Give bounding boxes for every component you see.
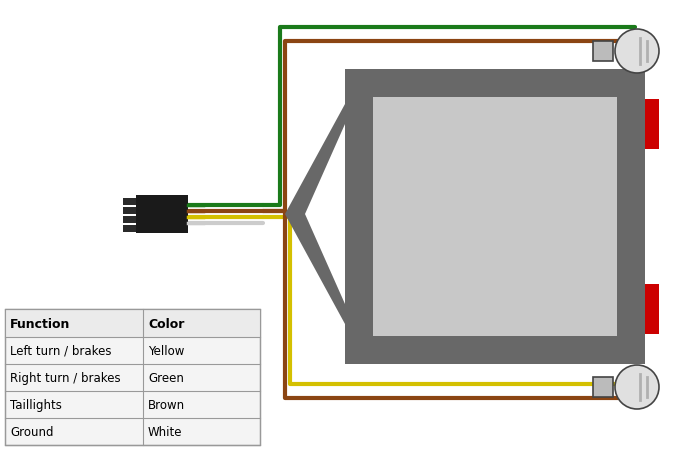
- Polygon shape: [305, 125, 345, 304]
- Bar: [645, 100, 659, 150]
- Text: Yellow: Yellow: [148, 344, 184, 357]
- Text: Function: Function: [10, 317, 71, 330]
- Text: Green: Green: [148, 371, 184, 384]
- Bar: [123, 198, 136, 205]
- Text: Right turn / brakes: Right turn / brakes: [10, 371, 120, 384]
- Polygon shape: [285, 105, 345, 324]
- Text: Left turn / brakes: Left turn / brakes: [10, 344, 111, 357]
- Bar: [345, 70, 645, 364]
- Text: Color: Color: [148, 317, 184, 330]
- Bar: [593, 42, 613, 62]
- Bar: [373, 98, 617, 336]
- Bar: [123, 225, 136, 232]
- Circle shape: [615, 30, 659, 74]
- Bar: [5, 309, 260, 445]
- Bar: [136, 195, 188, 233]
- Bar: [123, 207, 136, 214]
- Bar: [645, 284, 659, 334]
- Bar: [5, 309, 260, 337]
- Text: Ground: Ground: [10, 425, 53, 438]
- Bar: [593, 377, 613, 397]
- Circle shape: [615, 365, 659, 409]
- Text: White: White: [148, 425, 183, 438]
- Bar: [123, 216, 136, 223]
- Text: Brown: Brown: [148, 398, 185, 411]
- Text: Taillights: Taillights: [10, 398, 62, 411]
